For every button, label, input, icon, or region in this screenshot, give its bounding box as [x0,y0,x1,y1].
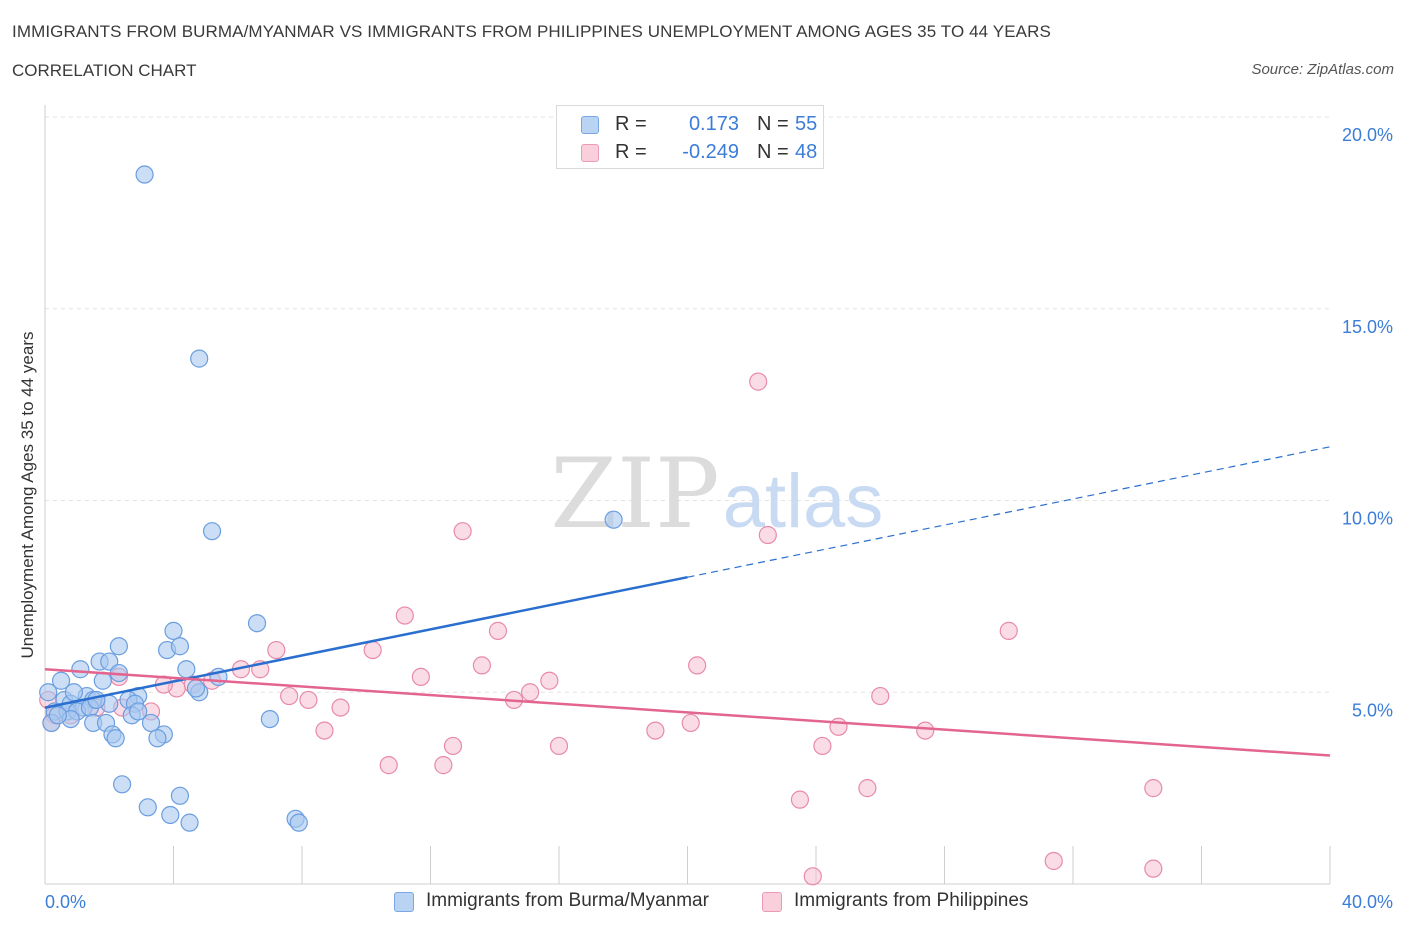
data-point-philippines [443,736,463,756]
bottom-legend-label: Immigrants from Philippines [794,890,1029,911]
data-point-philippines [315,721,334,740]
trend-line-burma [44,575,688,709]
watermark-atlas: atlas [723,459,884,544]
data-point-burma [135,165,154,184]
data-point-philippines [681,713,700,733]
data-point-philippines [549,736,569,756]
data-point-philippines [434,756,453,775]
trend-lines [44,446,1331,757]
y-tick-label: 5.0% [1352,700,1393,720]
data-point-burma [48,706,67,725]
legend-swatch-blue [581,116,599,134]
data-point-burma [109,637,128,656]
legend-swatch-pink [581,144,599,162]
chart-title: IMMIGRANTS FROM BURMA/MYANMAR VS IMMIGRA… [12,22,1051,41]
data-point-philippines [267,640,286,660]
data-point-burma [141,713,161,733]
data-point-philippines [916,721,935,740]
data-point-philippines [540,671,559,690]
data-point-philippines [520,683,540,702]
legend-r-label: R = [615,113,647,135]
data-point-burma [138,798,157,817]
watermark: ZIP atlas [550,438,883,550]
x-tick-label-max: 40.0% [1342,892,1393,912]
axes [44,105,1331,885]
data-point-philippines [646,721,665,740]
bottom-legend-label: Immigrants from Burma/Myanmar [426,890,709,911]
watermark-zip: ZIP [550,438,719,550]
data-point-burma [186,679,206,698]
source-credit: Source: ZipAtlas.com [1251,61,1394,78]
data-point-burma [148,729,167,748]
data-point-philippines [749,372,768,391]
legend-swatch-blue [394,892,414,912]
data-point-philippines [331,698,350,717]
x-tick-label-min: 0.0% [45,892,86,912]
data-point-burma [260,709,279,729]
data-point-philippines [363,640,382,660]
y-axis-label: Unemployment Among Ages 35 to 44 years [18,331,37,659]
data-point-burma [177,660,196,679]
data-point-burma [170,637,190,656]
data-point-philippines [1144,779,1163,798]
chart-subtitle: CORRELATION CHART [12,61,197,80]
y-tick-label: 20.0% [1342,125,1393,145]
y-tick-label: 10.0% [1342,509,1393,529]
data-point-burma [170,786,190,805]
data-point-philippines [790,790,810,809]
data-point-burma [93,671,112,690]
legend-n-value: 55 [795,113,818,135]
data-point-philippines [1144,859,1163,878]
legend-r-value: 0.173 [688,113,739,135]
data-point-philippines [758,525,777,545]
data-point-burma [87,690,106,710]
data-point-burma [161,805,180,825]
points-philippines [39,372,1163,886]
points-burma [39,165,623,832]
data-point-philippines [803,867,822,886]
data-point-burma [604,510,623,529]
data-point-burma [190,349,209,368]
data-point-philippines [280,686,299,706]
grid-lines [45,116,1330,693]
legend-n-label: N = [757,141,789,163]
legend-n-value: 48 [795,141,818,163]
data-point-philippines [472,656,491,675]
legend-n-label: N = [757,113,789,135]
data-point-burma [39,683,58,702]
data-point-philippines [871,686,890,706]
legend-swatch-pink [762,892,782,912]
data-point-philippines [813,736,832,756]
data-point-burma [112,775,132,794]
data-point-philippines [299,690,318,710]
data-point-burma [289,813,308,832]
data-point-burma [129,702,148,721]
data-point-philippines [999,621,1018,640]
data-point-burma [202,522,222,541]
data-point-philippines [488,621,508,640]
data-point-burma [106,729,125,748]
data-point-burma [71,660,90,679]
data-point-burma [164,621,183,640]
data-point-philippines [1044,851,1063,871]
legend-r-value: -0.249 [682,141,739,163]
legend-r-label: R = [615,141,647,163]
correlation-legend: R = 0.173 N = 55 R = -0.249 N = 48 [556,105,824,169]
tick-labels: 5.0% 10.0% 15.0% 20.0% 0.0% 40.0% [45,125,1393,912]
trend-line-burma-extension [687,446,1331,578]
data-point-burma [64,683,84,702]
data-point-burma [180,813,199,832]
data-point-philippines [395,606,414,625]
y-tick-label: 15.0% [1342,317,1393,337]
data-point-philippines [379,756,398,775]
data-point-philippines [858,779,877,798]
data-point-burma [247,614,267,633]
data-point-philippines [688,656,707,675]
data-point-philippines [411,667,430,687]
data-point-burma [51,671,71,690]
data-point-philippines [829,717,848,736]
data-point-philippines [453,522,472,541]
trend-line-philippines [44,667,1331,757]
